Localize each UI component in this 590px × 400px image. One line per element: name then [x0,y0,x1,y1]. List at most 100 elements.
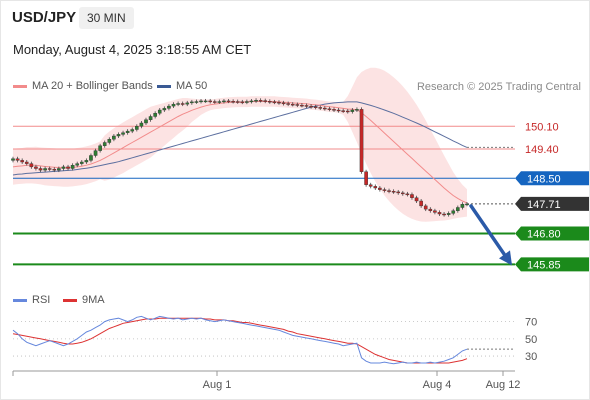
candle-body [318,107,323,109]
candle-body [240,101,245,104]
rsi-tick-50: 50 [525,334,537,346]
candle-body [277,101,281,104]
candle-body [47,168,52,170]
candle [378,186,382,192]
candle-body [423,205,428,210]
candle [52,167,57,173]
candle [66,164,70,171]
candle-body [43,168,47,171]
rsi-line [12,315,468,365]
candle [341,108,345,113]
candle [235,99,240,104]
candle-body [93,150,98,156]
candle [437,210,442,216]
legend-ma20-bb: MA 20 + Bollinger Bands [13,80,153,92]
candle-body [414,197,419,202]
candle [327,106,332,112]
candle-body [24,161,29,164]
level-tag-149-40: 149.40 [525,144,559,156]
candle [121,130,125,137]
level-tag-146-80: 146.80 [515,226,589,241]
candle [93,148,98,158]
candle [116,132,121,138]
candle-body [144,119,148,124]
candle-body [139,122,144,127]
candle-body [433,210,437,213]
candle-body [460,204,465,208]
legend-rsi-ma-label: 9MA [82,294,105,306]
level-label-148-50: 148.50 [527,173,561,185]
candle-body [11,158,15,161]
time-axis: Aug 1 Aug 4 Aug 12 [12,370,520,391]
candle-body [194,101,199,103]
level-label-147-71: 147.71 [527,199,561,211]
candle-body [336,109,341,112]
candle-body [217,101,222,103]
candle-body [125,130,130,133]
candle [460,202,465,210]
candle [15,156,20,163]
candle-body [368,184,373,187]
candle [180,101,185,107]
candle [135,124,139,132]
candle [355,107,359,112]
candle-body [263,100,268,102]
candle [185,100,190,107]
candle-body [20,160,24,163]
candle-body [102,142,107,146]
timeframe-button[interactable]: 30 MIN [79,7,134,29]
candle [304,103,309,109]
candle-body [400,192,405,195]
candle [323,106,327,111]
candle-body [61,166,66,169]
candle-body [226,100,231,103]
level-label-149-40: 149.40 [525,144,559,156]
level-tag-box-145-85 [515,257,589,272]
candle-body [98,145,102,151]
candle-body [304,105,309,107]
candles [11,98,512,266]
candle [263,98,268,104]
candle-body [254,100,258,102]
candle-body [249,100,254,103]
candle [456,205,460,213]
candle [212,99,217,104]
candle-body [212,101,217,103]
candle [433,208,437,215]
candle-body [121,132,125,135]
forecast-arrow [469,204,512,266]
candle-body [190,101,194,104]
legend-ma50: MA 50 [157,80,207,92]
candle [268,99,272,104]
candle-body [268,101,272,103]
candle-body [327,108,332,110]
level-labels: 150.10 149.40 148.50 147.71 146.80 145.85 [515,121,589,272]
candle [231,99,235,104]
candle [245,99,249,105]
candle-body [300,104,304,107]
rsi-ma-line [12,317,468,364]
candle [112,134,116,142]
candle-body [176,103,180,105]
candle-body [15,158,20,161]
candle [281,100,286,106]
candle [171,102,176,109]
candle [11,156,15,163]
candle-body [341,110,345,112]
candle [75,161,80,168]
candle [277,100,281,105]
level-tag-145-85: 145.85 [515,257,589,272]
candle [290,102,295,107]
candle-body [451,210,456,214]
timestamp: Monday, August 4, 2025 3:18:55 AM CET [13,42,252,57]
candle [153,111,157,119]
level-label-145-85: 145.85 [527,259,561,271]
candle-body [378,187,382,190]
candle [57,166,61,173]
candle [405,191,410,197]
candle [373,184,378,190]
candle [125,129,130,135]
legend-ma20-label: MA 20 + Bollinger Bands [32,80,153,92]
